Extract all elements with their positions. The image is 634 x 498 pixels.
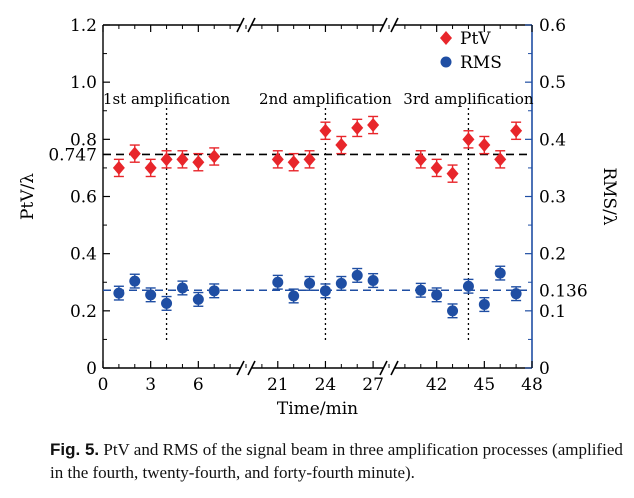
ptv-point <box>510 123 523 138</box>
x-tick-label: 27 <box>362 375 384 395</box>
right-tick-label: 0.6 <box>539 16 566 36</box>
rms-point <box>113 287 125 299</box>
rms-point <box>335 277 347 289</box>
ptv-point <box>303 152 316 167</box>
figure-caption: Fig. 5. PtV and RMS of the signal beam i… <box>50 438 625 484</box>
left-tick-label: 0.6 <box>70 188 97 208</box>
legend-rms-marker <box>440 56 452 68</box>
ptv-point <box>112 160 125 175</box>
rms-point <box>478 299 490 311</box>
amplification-label: 3rd amplification <box>403 90 534 108</box>
left-tick-label: 0 <box>86 359 97 379</box>
right-axis-title: RMS/λ <box>599 167 619 226</box>
x-tick-label: 3 <box>145 375 156 395</box>
x-tick-label: 42 <box>426 375 448 395</box>
ptv-point <box>430 160 443 175</box>
ptv-point <box>144 160 157 175</box>
rms-point <box>208 285 220 297</box>
legend-ptv-marker <box>440 31 452 45</box>
rms-point <box>431 289 443 301</box>
ptv-point <box>192 155 205 170</box>
ptv-point <box>351 120 364 135</box>
rms-point <box>510 288 522 300</box>
amplification-label: 1st amplification <box>103 90 231 108</box>
axis-break-slash <box>390 17 399 33</box>
rms-point <box>176 282 188 294</box>
left-tick-label: 1.2 <box>70 16 97 36</box>
right-tick-label: 0 <box>539 359 550 379</box>
x-tick-label: 6 <box>193 375 204 395</box>
axis-break-slash <box>390 360 399 376</box>
axis-break-slash <box>379 17 388 33</box>
ptv-point <box>446 166 459 181</box>
left-tick-label: 0.8 <box>70 130 97 150</box>
ptv-point <box>176 152 189 167</box>
rms-point <box>304 277 316 289</box>
axis-break-slash <box>379 360 388 376</box>
left-axis-title: PtV/λ <box>18 173 38 220</box>
right-tick-label: 0.2 <box>539 245 566 265</box>
reference-label-right: 0.136 <box>539 281 588 301</box>
legend-label: RMS <box>460 53 502 73</box>
ptv-point <box>367 118 380 133</box>
right-tick-label: 0.3 <box>539 188 566 208</box>
ptv-point <box>478 138 491 153</box>
rms-point <box>447 305 459 317</box>
x-tick-label: 24 <box>315 375 337 395</box>
data-marks <box>112 115 523 319</box>
right-tick-label: 0.5 <box>539 73 566 93</box>
axis-break-slash <box>236 17 245 33</box>
rms-point <box>145 289 157 301</box>
x-tick-label: 21 <box>267 375 289 395</box>
axis-break-slash <box>247 360 256 376</box>
ptv-point <box>462 132 475 147</box>
ptv-point <box>319 123 332 138</box>
left-tick-label: 1.0 <box>70 73 97 93</box>
rms-point <box>415 284 427 296</box>
rms-point <box>192 293 204 305</box>
caption-label: Fig. 5. <box>50 440 100 459</box>
rms-point <box>161 297 173 309</box>
rms-point <box>367 275 379 287</box>
rms-point <box>319 285 331 297</box>
x-tick-label: 0 <box>98 375 109 395</box>
x-axis-title: Time/min <box>277 399 358 419</box>
ptv-point <box>128 146 141 161</box>
left-tick-label: 0.4 <box>70 245 97 265</box>
ptv-point <box>160 152 173 167</box>
caption-text: PtV and RMS of the signal beam in three … <box>50 440 623 482</box>
axis-break-slash <box>247 17 256 33</box>
rms-point <box>272 276 284 288</box>
rms-point <box>288 290 300 302</box>
ptv-point <box>414 152 427 167</box>
legend: PtV RMS <box>440 29 502 73</box>
axis-break-slash <box>236 360 245 376</box>
reference-lines: 0.747 0.136 <box>48 145 587 301</box>
ptv-point <box>494 152 507 167</box>
legend-label: PtV <box>460 29 491 49</box>
rms-point <box>494 267 506 279</box>
ptv-point <box>287 155 300 170</box>
rms-point <box>129 275 141 287</box>
left-tick-label: 0.2 <box>70 302 97 322</box>
ptv-point <box>208 149 221 164</box>
axis-labels: Time/min PtV/λ RMS/λ <box>18 167 619 419</box>
rms-point <box>462 280 474 292</box>
amplification-label: 2nd amplification <box>259 90 392 108</box>
right-tick-label: 0.1 <box>539 302 566 322</box>
ptv-point <box>271 152 284 167</box>
reference-label-left: 0.747 <box>48 145 97 165</box>
x-tick-label: 45 <box>474 375 496 395</box>
x-tick-label: 48 <box>521 375 543 395</box>
rms-point <box>351 269 363 281</box>
right-tick-label: 0.4 <box>539 130 566 150</box>
axis-ticks: 0 0.2 0.4 0.6 0.8 1.0 1.2 0 0.1 0.2 0.3 0.4 0.5 0.6 0 3… <box>70 16 566 395</box>
ptv-point <box>335 138 348 153</box>
